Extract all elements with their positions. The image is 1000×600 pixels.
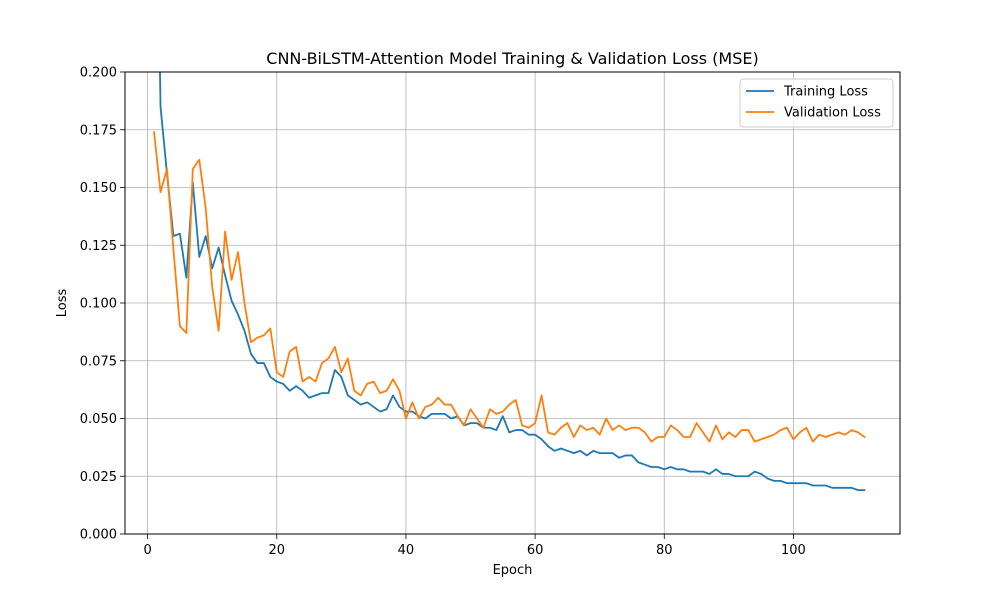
y-tick-label: 0.050 <box>80 412 117 427</box>
series-lines <box>153 72 866 492</box>
y-tick-label: 0.000 <box>80 528 117 543</box>
y-tick-label: 0.200 <box>80 66 117 81</box>
legend-label: Validation Loss <box>784 106 881 121</box>
x-axis-label: Epoch <box>493 563 533 578</box>
legend-box <box>739 78 894 128</box>
series-line-training-loss <box>159 72 866 492</box>
y-tick-label: 0.025 <box>80 470 117 485</box>
x-tick-label: 60 <box>527 543 544 558</box>
y-tick-label: 0.075 <box>80 354 117 369</box>
series-line-validation-loss <box>153 131 866 443</box>
chart-title: CNN-BiLSTM-Attention Model Training & Va… <box>266 49 758 68</box>
y-tick-label: 0.100 <box>80 297 117 312</box>
y-tick-label: 0.125 <box>80 239 117 254</box>
y-tick-label: 0.150 <box>80 181 117 196</box>
y-tick-label: 0.175 <box>80 123 117 138</box>
x-tick-label: 20 <box>268 543 285 558</box>
x-tick-label: 40 <box>398 543 415 558</box>
legend: Training Loss Validation Loss <box>739 78 894 128</box>
legend-label: Training Loss <box>783 85 868 100</box>
x-tick-label: 100 <box>781 543 806 558</box>
axis-ticks: 0 20 40 60 80 100 0.000 0.025 0.050 0.075 0.100 0.1… <box>80 66 806 559</box>
x-tick-label: 0 <box>143 543 151 558</box>
x-tick-label: 80 <box>656 543 673 558</box>
y-axis-label: Loss <box>55 289 70 318</box>
